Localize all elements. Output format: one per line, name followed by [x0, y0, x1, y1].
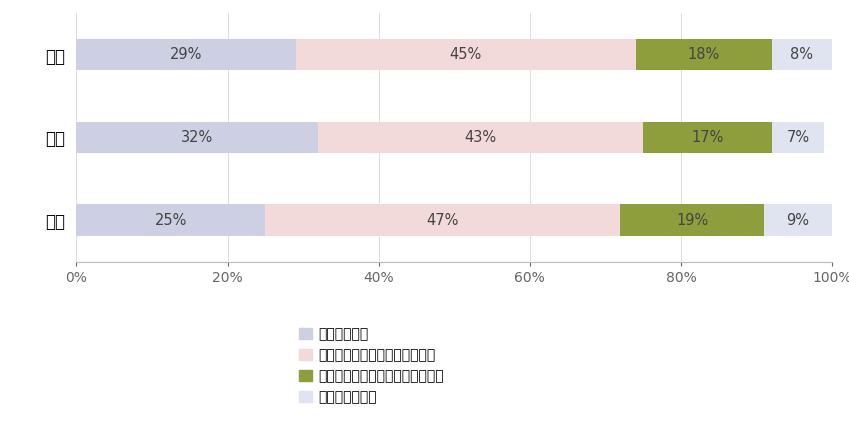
- Bar: [772, 122, 824, 153]
- Bar: [76, 39, 295, 70]
- Text: 8%: 8%: [790, 47, 813, 62]
- Bar: [265, 204, 621, 236]
- Bar: [295, 39, 636, 70]
- Text: 9%: 9%: [786, 213, 809, 228]
- Bar: [621, 204, 764, 236]
- Bar: [764, 204, 832, 236]
- Text: 45%: 45%: [449, 47, 481, 62]
- Text: 25%: 25%: [155, 213, 187, 228]
- Text: 29%: 29%: [170, 47, 202, 62]
- Text: 18%: 18%: [688, 47, 720, 62]
- Text: 43%: 43%: [464, 130, 497, 145]
- Bar: [76, 122, 318, 153]
- Bar: [644, 122, 772, 153]
- Bar: [318, 122, 644, 153]
- Legend: 心配している, どちらかというと心配している, どちらかというと心配していない, 心配していない: 心配している, どちらかというと心配している, どちらかというと心配していない,…: [295, 323, 448, 409]
- Text: 47%: 47%: [427, 213, 459, 228]
- Bar: [76, 204, 265, 236]
- Text: 17%: 17%: [691, 130, 723, 145]
- Bar: [772, 39, 832, 70]
- Text: 7%: 7%: [786, 130, 810, 145]
- Bar: [636, 39, 772, 70]
- Text: 19%: 19%: [676, 213, 708, 228]
- Text: 32%: 32%: [181, 130, 213, 145]
